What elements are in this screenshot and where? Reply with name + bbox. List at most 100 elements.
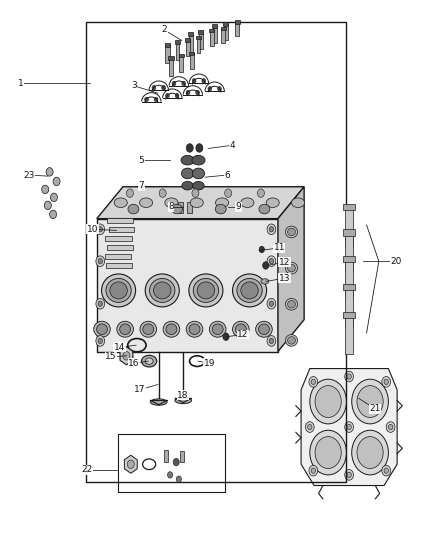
Circle shape [389,424,393,430]
Polygon shape [165,44,170,63]
Circle shape [152,85,156,90]
Circle shape [269,301,274,306]
Circle shape [259,246,265,253]
Ellipse shape [140,321,156,337]
Ellipse shape [192,156,205,165]
Ellipse shape [233,274,267,307]
Polygon shape [165,43,170,47]
Ellipse shape [96,324,107,335]
Polygon shape [198,30,203,34]
Ellipse shape [215,198,229,207]
Ellipse shape [172,204,183,214]
Circle shape [386,422,395,432]
Polygon shape [197,37,201,53]
Circle shape [182,81,186,86]
Polygon shape [176,42,180,60]
Circle shape [315,437,341,469]
Bar [118,434,225,492]
Polygon shape [97,219,278,352]
Ellipse shape [189,324,200,335]
Ellipse shape [150,278,175,302]
Circle shape [167,472,173,478]
Polygon shape [196,36,201,39]
Text: 2: 2 [162,26,167,35]
Ellipse shape [286,262,297,274]
Ellipse shape [182,181,193,190]
Bar [343,204,355,210]
Circle shape [267,224,276,235]
Ellipse shape [258,324,269,335]
Polygon shape [210,30,214,46]
Polygon shape [221,28,225,43]
Circle shape [345,470,353,480]
Text: 6: 6 [224,171,230,180]
Bar [187,201,192,213]
Circle shape [159,189,166,197]
Ellipse shape [241,198,254,207]
Text: 3: 3 [131,81,137,90]
Ellipse shape [150,399,167,405]
Bar [343,284,355,290]
Ellipse shape [286,298,297,310]
Ellipse shape [256,321,272,337]
Ellipse shape [286,226,297,238]
Circle shape [162,85,166,90]
Circle shape [310,379,346,424]
Ellipse shape [128,204,139,214]
Circle shape [311,468,315,473]
Circle shape [127,460,134,469]
Ellipse shape [165,198,178,207]
Circle shape [347,374,351,379]
Bar [345,235,353,272]
Circle shape [269,338,274,344]
Circle shape [123,352,130,360]
Text: 8: 8 [168,203,174,212]
Circle shape [192,189,199,197]
Circle shape [263,262,269,269]
Circle shape [223,333,229,341]
Ellipse shape [163,321,180,337]
Ellipse shape [288,228,295,236]
Ellipse shape [145,274,179,307]
Circle shape [345,422,353,432]
Ellipse shape [193,278,219,302]
Polygon shape [221,27,226,30]
Ellipse shape [215,204,226,214]
Text: 22: 22 [81,465,93,474]
Circle shape [96,336,105,346]
Bar [345,209,353,246]
Text: 16: 16 [128,359,140,368]
Ellipse shape [261,279,269,284]
Text: 23: 23 [23,171,35,180]
Text: 9: 9 [236,203,241,212]
Circle shape [98,227,102,232]
Circle shape [46,167,53,176]
Circle shape [345,371,353,382]
Bar [107,245,133,250]
Text: 10: 10 [87,225,98,234]
Circle shape [175,93,179,98]
Ellipse shape [190,198,203,207]
Bar [343,256,355,262]
Bar [343,229,355,236]
Polygon shape [120,347,133,365]
Circle shape [352,379,389,424]
Circle shape [225,189,232,197]
Bar [106,236,132,241]
Ellipse shape [145,358,153,365]
Circle shape [154,97,158,102]
Text: 1: 1 [18,78,23,87]
Bar [178,201,183,213]
Polygon shape [168,56,174,60]
Circle shape [208,86,212,91]
Ellipse shape [186,321,203,337]
Text: 12: 12 [279,258,290,266]
Polygon shape [301,368,397,486]
Circle shape [269,259,274,264]
Ellipse shape [288,337,295,344]
Ellipse shape [110,282,127,299]
Circle shape [315,385,341,417]
Circle shape [309,376,318,387]
Circle shape [42,185,49,193]
Text: 12: 12 [237,330,249,339]
